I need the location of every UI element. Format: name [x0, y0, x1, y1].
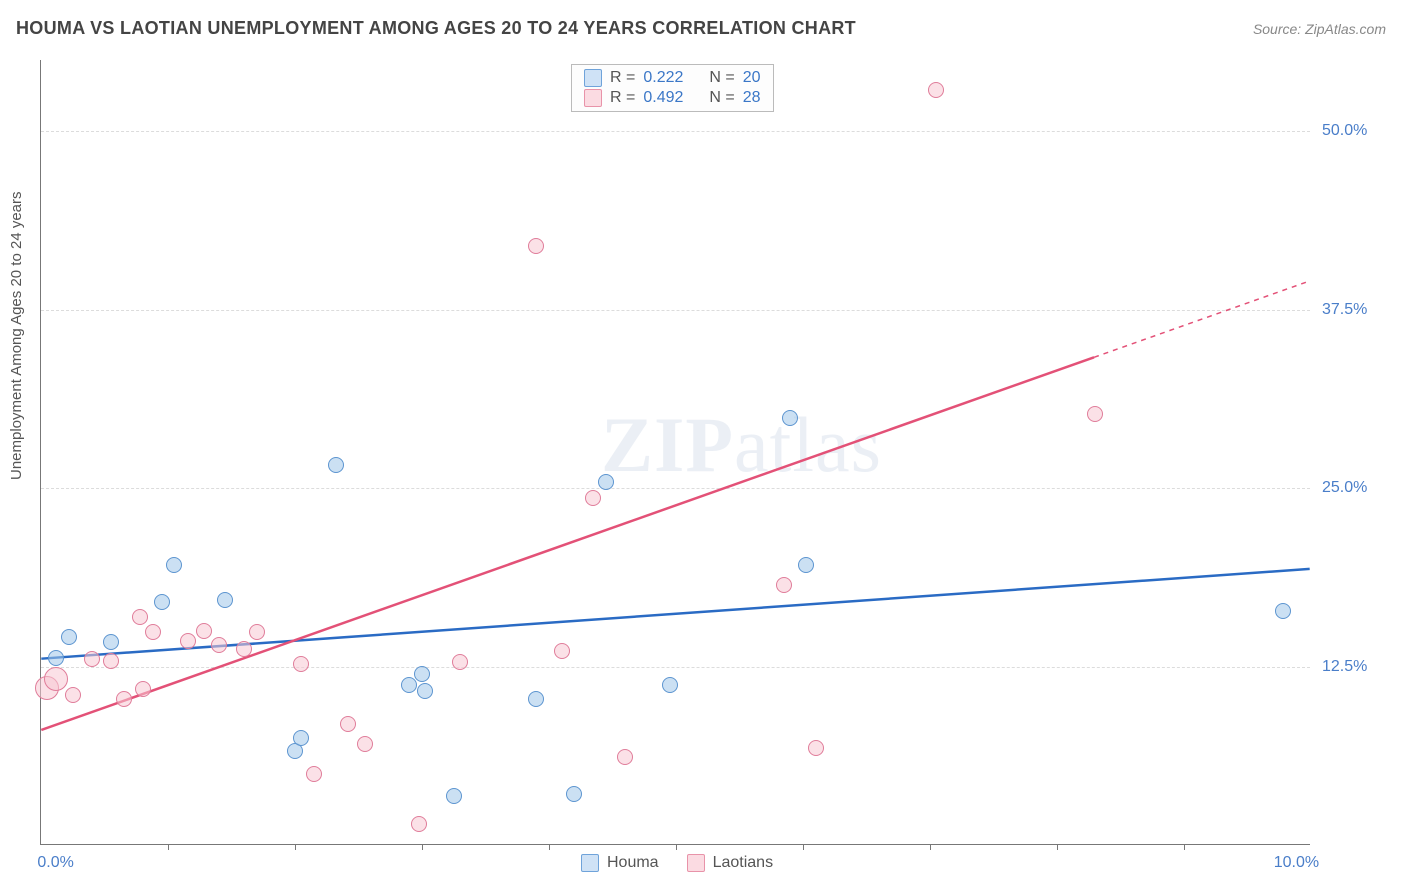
- x-tick-label: 10.0%: [1274, 854, 1319, 872]
- stat-r-value: 0.492: [643, 89, 683, 107]
- legend-item: Laotians: [687, 854, 774, 872]
- data-point: [446, 788, 462, 804]
- data-point: [528, 691, 544, 707]
- data-point: [293, 730, 309, 746]
- data-point: [528, 238, 544, 254]
- x-tick: [930, 844, 931, 850]
- y-axis-label: Unemployment Among Ages 20 to 24 years: [8, 191, 25, 480]
- stat-n-value: 28: [743, 89, 761, 107]
- legend-series: Houma Laotians: [581, 854, 773, 872]
- source-link[interactable]: ZipAtlas.com: [1305, 21, 1386, 37]
- source-prefix: Source:: [1253, 21, 1305, 37]
- x-tick: [676, 844, 677, 850]
- legend-swatch: [687, 854, 705, 872]
- x-tick: [549, 844, 550, 850]
- data-point: [1087, 406, 1103, 422]
- regression-line: [1094, 281, 1310, 357]
- legend-label: Laotians: [713, 854, 774, 872]
- data-point: [48, 650, 64, 666]
- data-point: [357, 736, 373, 752]
- data-point: [598, 474, 614, 490]
- data-point: [585, 490, 601, 506]
- x-tick: [295, 844, 296, 850]
- data-point: [132, 609, 148, 625]
- data-point: [1275, 603, 1291, 619]
- data-point: [116, 691, 132, 707]
- legend-stat-row: R = 0.222 N = 20: [584, 68, 761, 88]
- x-tick-label: 0.0%: [37, 854, 73, 872]
- x-tick: [422, 844, 423, 850]
- data-point: [782, 410, 798, 426]
- data-point: [103, 634, 119, 650]
- data-point: [145, 624, 161, 640]
- legend-swatch: [584, 89, 602, 107]
- x-tick: [803, 844, 804, 850]
- data-point: [776, 577, 792, 593]
- stat-r-value: 0.222: [643, 69, 683, 87]
- legend-item: Houma: [581, 854, 659, 872]
- data-point: [166, 557, 182, 573]
- data-point: [65, 687, 81, 703]
- data-point: [103, 653, 119, 669]
- data-point: [154, 594, 170, 610]
- stat-n-label: N =: [709, 89, 734, 107]
- stat-r-label: R =: [610, 89, 635, 107]
- data-point: [328, 457, 344, 473]
- data-point: [249, 624, 265, 640]
- data-point: [662, 677, 678, 693]
- legend-statistics-box: R = 0.222 N = 20 R = 0.492 N = 28: [571, 64, 774, 112]
- data-point: [928, 82, 944, 98]
- y-tick-label: 12.5%: [1322, 658, 1392, 676]
- data-point: [135, 681, 151, 697]
- data-point: [180, 633, 196, 649]
- source-attribution: Source: ZipAtlas.com: [1253, 21, 1386, 37]
- regression-line: [41, 357, 1094, 730]
- x-tick: [1184, 844, 1185, 850]
- data-point: [84, 651, 100, 667]
- data-point: [61, 629, 77, 645]
- data-point: [293, 656, 309, 672]
- data-point: [211, 637, 227, 653]
- data-point: [566, 786, 582, 802]
- data-point: [340, 716, 356, 732]
- data-point: [554, 643, 570, 659]
- data-point: [196, 623, 212, 639]
- chart-svg-layer: [41, 60, 1310, 844]
- legend-swatch: [581, 854, 599, 872]
- data-point: [452, 654, 468, 670]
- legend-swatch: [584, 69, 602, 87]
- data-point: [401, 677, 417, 693]
- y-tick-label: 25.0%: [1322, 479, 1392, 497]
- legend-stat-row: R = 0.492 N = 28: [584, 88, 761, 108]
- stat-r-label: R =: [610, 69, 635, 87]
- data-point: [414, 666, 430, 682]
- y-tick-label: 50.0%: [1322, 122, 1392, 140]
- data-point: [306, 766, 322, 782]
- data-point: [44, 667, 68, 691]
- stat-n-value: 20: [743, 69, 761, 87]
- stat-n-label: N =: [709, 69, 734, 87]
- x-tick: [168, 844, 169, 850]
- y-tick-label: 37.5%: [1322, 301, 1392, 319]
- data-point: [236, 641, 252, 657]
- data-point: [411, 816, 427, 832]
- chart-plot-area: ZIPatlas R =0.222N =20R =0.492N =28 Houm…: [40, 60, 1310, 845]
- data-point: [617, 749, 633, 765]
- data-point: [798, 557, 814, 573]
- chart-title: HOUMA VS LAOTIAN UNEMPLOYMENT AMONG AGES…: [16, 18, 856, 39]
- data-point: [217, 592, 233, 608]
- data-point: [808, 740, 824, 756]
- legend-label: Houma: [607, 854, 659, 872]
- data-point: [417, 683, 433, 699]
- x-tick: [1057, 844, 1058, 850]
- regression-line: [41, 569, 1309, 659]
